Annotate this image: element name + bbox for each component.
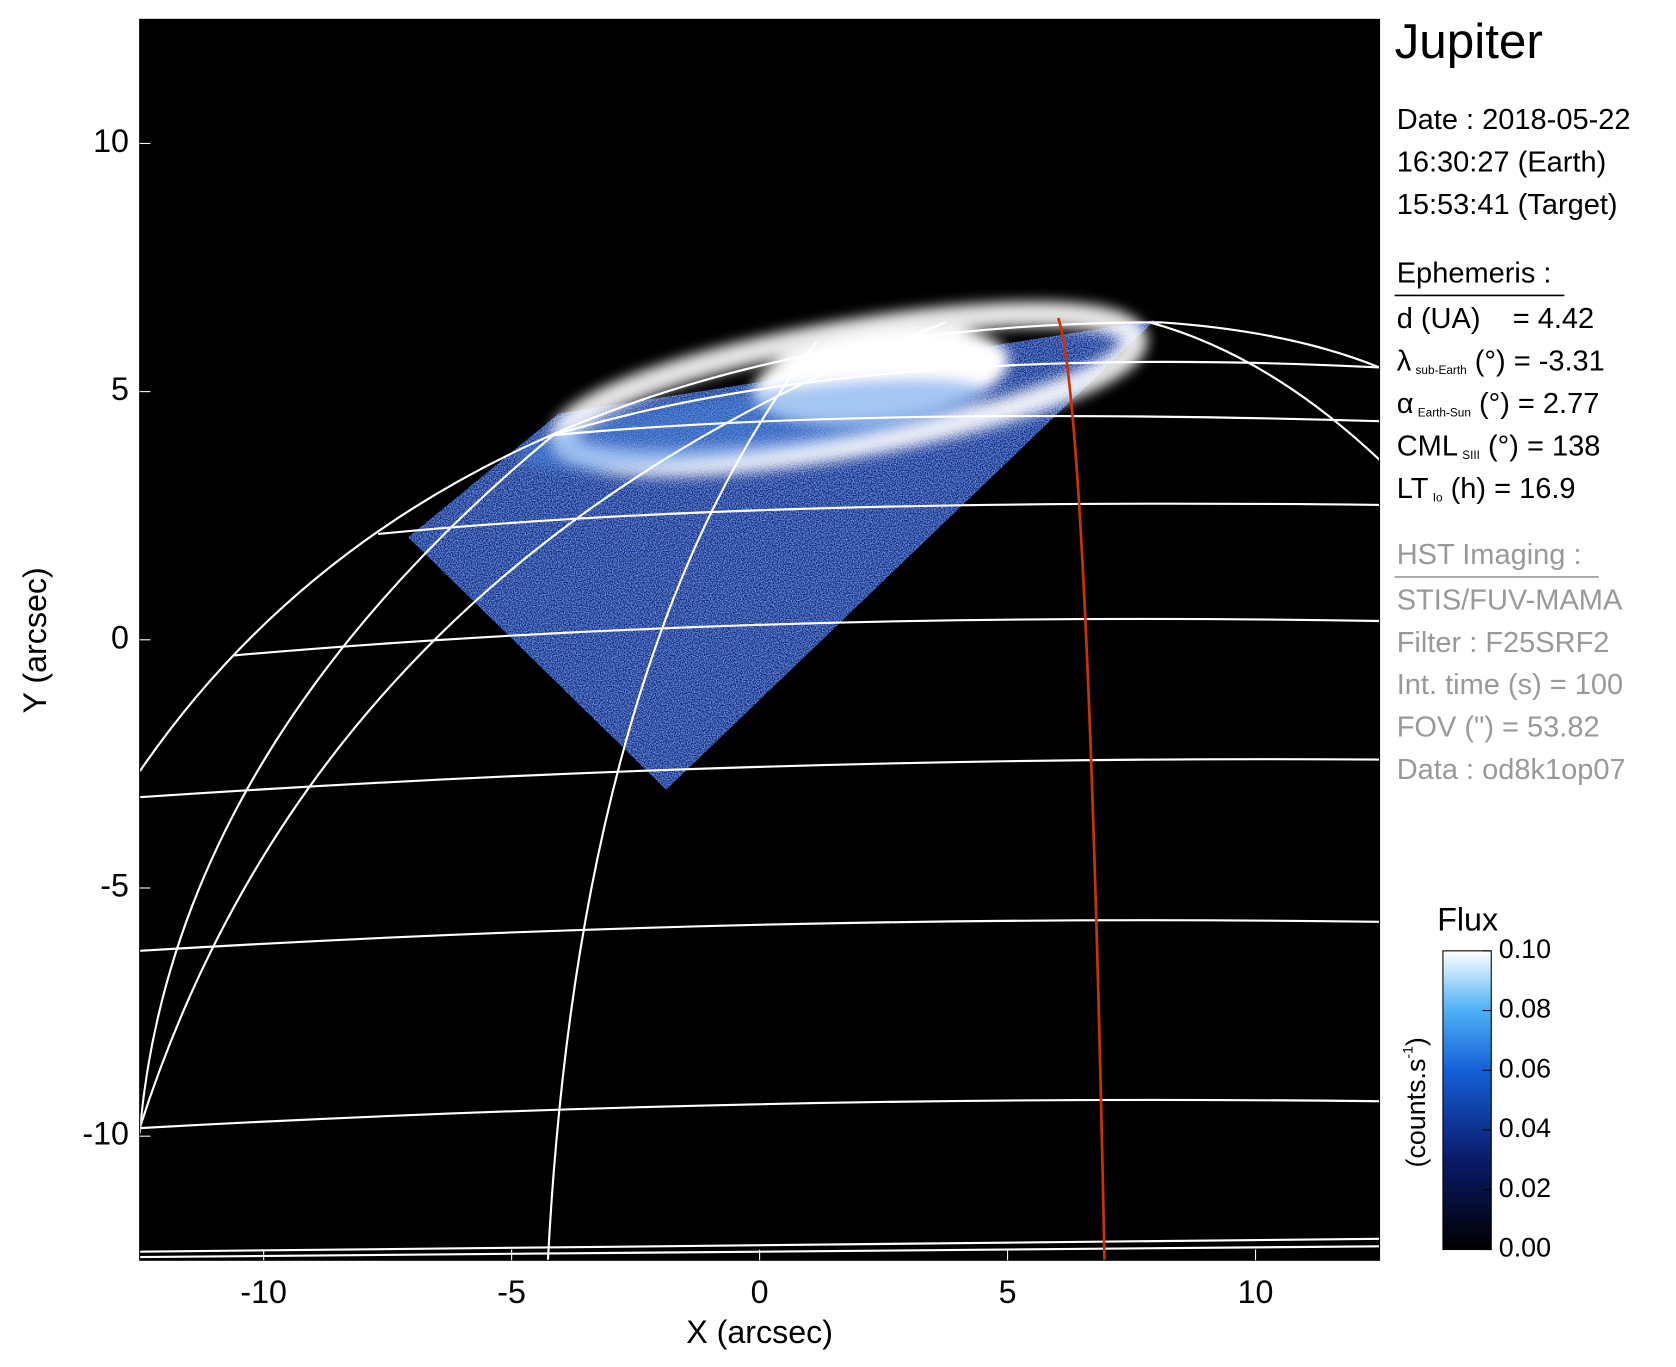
y-tick-label: 10 [93, 123, 129, 159]
image [139, 301, 1380, 1261]
x-tick-label: 10 [1238, 1274, 1274, 1310]
ephemeris-line: λ sub-Earth (°) = -3.31 [1397, 345, 1605, 377]
info-panel: Date : 2018-05-22 16:30:27 (Earth) 15:53:4… [1394, 104, 1631, 786]
ephemeris-subscript: Io [1433, 491, 1443, 505]
colorbar [1442, 950, 1492, 1251]
imaging-line: Int. time (s) = 100 [1397, 669, 1623, 701]
ephemeris-line: LT Io (h) = 16.9 [1397, 473, 1576, 505]
date-line: Date : 2018-05-22 [1397, 104, 1631, 136]
colorbar-tick-label: 0.06 [1499, 1053, 1551, 1083]
y-tick-label: 5 [111, 371, 129, 407]
ephemeris-symbol: α [1397, 388, 1414, 420]
ephemeris-line: α Earth-Sun (°) = 2.77 [1397, 388, 1600, 420]
imaging-line: STIS/FUV-MAMA [1397, 584, 1623, 616]
colorbar-tick-label: 0.00 [1499, 1233, 1551, 1263]
ephemeris-value: (°) = 138 [1480, 430, 1600, 462]
date-line: 15:53:41 (Target) [1397, 189, 1618, 221]
colorbar-label-end: ) [1401, 1037, 1431, 1046]
chart-title: Jupiter [1395, 14, 1543, 69]
ephemeris-symbol: LT [1397, 473, 1429, 505]
x-axis-label: X (arcsec) [686, 1314, 833, 1350]
imaging-line: Filter : F25SRF2 [1397, 627, 1610, 659]
colorbar-tick-label: 0.02 [1499, 1173, 1551, 1203]
ephemeris-symbol: CML [1397, 430, 1458, 462]
ephemeris-symbol: d (UA) [1397, 303, 1481, 335]
colorbar-tick-label: 0.04 [1499, 1113, 1551, 1143]
colorbar-tick-label: 0.08 [1499, 994, 1551, 1024]
colorbar-label-sup: -1 [1399, 1046, 1415, 1059]
colorbar-label-text: (counts.s [1401, 1059, 1431, 1168]
auroral-oval [517, 301, 1148, 477]
ephemeris-value: (h) = 16.9 [1443, 473, 1576, 505]
ephemeris-value: (°) = 2.77 [1471, 388, 1599, 420]
ephemeris-subscript: sub-Earth [1416, 363, 1467, 377]
imaging-heading: HST Imaging : [1397, 539, 1582, 571]
x-tick-label: -5 [497, 1274, 526, 1310]
ephemeris-subscript: SIII [1462, 448, 1480, 462]
figure: X (arcsec) Y (arcsec) Jupiter Date : 201… [17, 14, 1630, 1350]
x-tick-label: -10 [240, 1274, 287, 1310]
imaging-line: FOV (") = 53.82 [1397, 712, 1600, 744]
date-line: 16:30:27 (Earth) [1397, 147, 1607, 179]
imaging-line: Data : od8k1op07 [1397, 754, 1626, 786]
ephemeris-heading: Ephemeris : [1397, 258, 1552, 290]
colorbar-tick-label: 0.10 [1499, 934, 1551, 964]
ephemeris-subscript: Earth-Sun [1418, 406, 1471, 420]
ephemeris-value: (°) = -3.31 [1467, 345, 1605, 377]
y-axis-label: Y (arcsec) [17, 567, 53, 713]
x-tick-label: 0 [751, 1274, 769, 1310]
colorbar-label: (counts.s-1) [1399, 1037, 1431, 1167]
planet-grid [139, 317, 1380, 1261]
y-tick-label: -5 [100, 868, 129, 904]
terminator-line [1057, 317, 1106, 1261]
y-tick-label: -10 [82, 1116, 129, 1152]
ephemeris-value: = 4.42 [1481, 303, 1595, 335]
ephemeris-line: CML SIII (°) = 138 [1397, 430, 1601, 462]
ephemeris-symbol: λ [1397, 345, 1412, 377]
x-tick-label: 5 [999, 1274, 1017, 1310]
colorbar-title: Flux [1437, 901, 1498, 937]
ephemeris-line: d (UA) = 4.42 [1397, 303, 1594, 335]
y-tick-label: 0 [111, 619, 129, 655]
